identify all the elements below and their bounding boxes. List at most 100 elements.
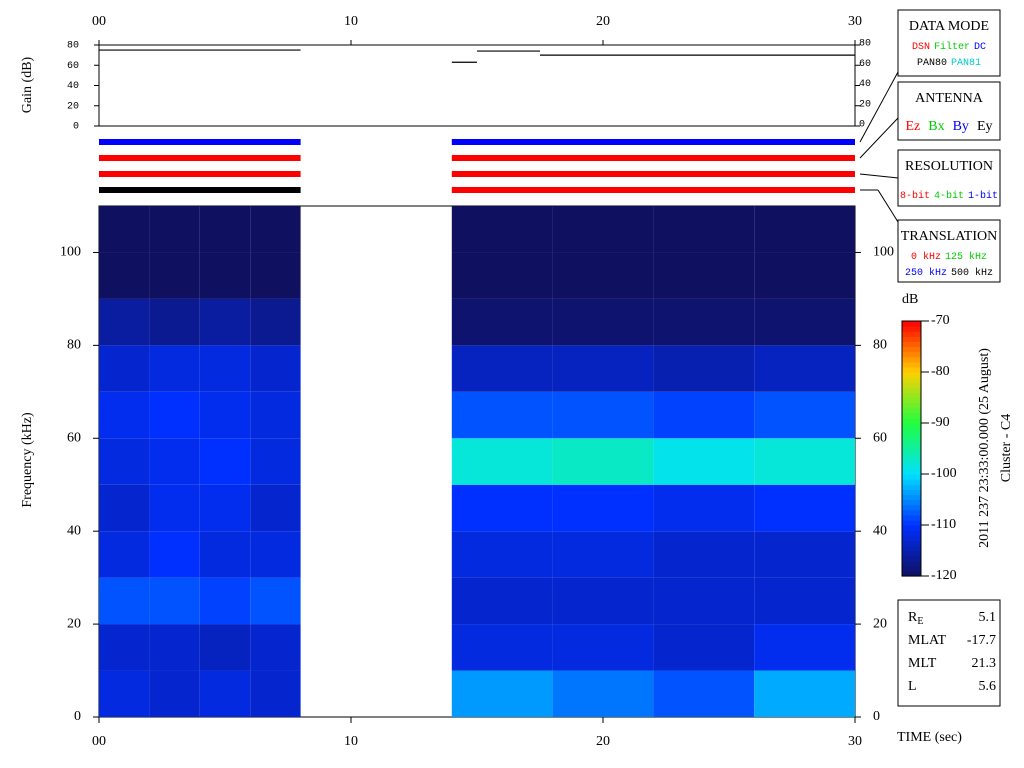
heatmap-cell [754, 484, 855, 532]
heatmap-cell [552, 670, 654, 717]
colorbar-swatch [902, 326, 921, 332]
x-tick-label: 10 [344, 734, 358, 749]
connector [859, 173, 899, 179]
info-label-text: L [908, 679, 917, 694]
colorbar-frame [901, 320, 922, 577]
colorbar-swatch [902, 499, 921, 506]
heatmap-cell [653, 252, 755, 299]
heatmap-cell [250, 531, 301, 578]
colorbar-swatch [902, 341, 921, 348]
heatmap-cell [199, 577, 251, 625]
y-tick-label: 0 [74, 709, 81, 724]
legend-entry: 8-bit [900, 190, 930, 202]
heatmap-cell [451, 577, 553, 625]
heatmap-cell [199, 391, 251, 439]
status-bar [99, 155, 301, 161]
heatmap-cell [552, 252, 654, 299]
heatmap-cell [149, 484, 200, 532]
heatmap-cell [754, 670, 855, 717]
heatmap-cell [149, 391, 200, 439]
colorbar-swatch [902, 555, 921, 562]
info-value: 21.3 [972, 656, 997, 671]
colorbar-swatch [902, 397, 921, 404]
y-tick-label: 80 [873, 338, 887, 353]
colorbar-swatch [902, 361, 921, 368]
info-box [897, 599, 1001, 707]
heatmap-cell [250, 298, 301, 346]
connector [859, 71, 899, 143]
legend-entry: 500 kHz [951, 267, 993, 279]
y-tick-label: 0 [859, 120, 865, 131]
legend-row: PAN80 PAN81 [917, 58, 981, 69]
timestamp: 2011 237 23:33:00.000 (25 August) [977, 348, 992, 548]
info-label: MLT [908, 656, 937, 671]
colorbar-swatch [902, 468, 921, 475]
colorbar-swatch [902, 479, 921, 485]
heatmap-cell [653, 438, 755, 485]
heatmap-cell [552, 484, 654, 532]
colorbar-swatch [902, 458, 921, 465]
colorbar-swatch [902, 346, 921, 353]
heatmap-cell [199, 624, 251, 671]
y-tick-label: 20 [67, 101, 79, 112]
colorbar-swatch [902, 570, 921, 577]
y-tick-label: 40 [873, 523, 887, 538]
colorbar-swatch [902, 463, 921, 470]
legend-title: TRANSLATION [901, 229, 997, 244]
heatmap-cell [754, 438, 855, 485]
legend-entry: 125 kHz [945, 251, 987, 263]
legend-row: Ez Bx By Ey [905, 119, 992, 134]
heatmap-cell [199, 345, 251, 392]
connector [859, 117, 899, 159]
heatmap-cell [552, 624, 654, 671]
heatmap-cell [250, 206, 301, 253]
info-value: -17.7 [967, 633, 996, 648]
heatmap-cell [149, 345, 200, 392]
colorbar-swatch [902, 489, 921, 495]
colorbar-swatch [902, 428, 921, 434]
colorbar-swatch [902, 514, 921, 521]
y-tick-label: 20 [859, 99, 871, 110]
y-tick-label: 40 [67, 523, 81, 538]
heatmap-cell [149, 298, 200, 346]
colorbar-swatch [902, 535, 921, 541]
heatmap-cell [149, 438, 200, 485]
legend-row: 0 kHz 125 kHz [911, 251, 987, 263]
gain-line [99, 49, 855, 63]
heatmap-cell [653, 670, 755, 717]
y-tick-label: 80 [859, 39, 871, 50]
y-axis-label: Frequency (kHz) [20, 412, 35, 508]
heatmap-cell [451, 252, 553, 299]
y-tick-label: 60 [859, 59, 871, 70]
heatmap-cell [250, 252, 301, 299]
colorbar-swatch [902, 321, 921, 327]
legend-entry: DSN [912, 42, 930, 53]
heatmap-cell [552, 391, 654, 439]
info-value: 5.1 [979, 610, 997, 625]
colorbar-swatch [902, 519, 921, 526]
heatmap-cell [754, 206, 855, 253]
colorbar-tick-label: -80 [931, 364, 950, 379]
colorbar-swatch [902, 423, 921, 429]
x-tick-label: 10 [344, 14, 358, 29]
heatmap-cell [250, 391, 301, 439]
heatmap-cell [99, 624, 150, 671]
colorbar-swatch [902, 372, 921, 378]
colorbar-swatch [902, 392, 921, 399]
heatmap-cell [451, 484, 553, 532]
status-bar [99, 171, 301, 177]
heatmap-cell [99, 345, 150, 392]
colorbar-tick-label: -110 [931, 517, 956, 532]
legend-title: RESOLUTION [905, 159, 993, 174]
heatmap-cell [250, 438, 301, 485]
colorbar-swatch [902, 545, 921, 552]
heatmap-cell [552, 438, 654, 485]
info-label: MLAT [908, 633, 947, 648]
status-bar [99, 139, 301, 145]
colorbar-tick-label: -90 [931, 415, 950, 430]
colorbar-swatch [902, 565, 921, 572]
y-tick-label: 100 [60, 245, 81, 260]
x-tick-label: 30 [848, 14, 862, 29]
info-label: RE [908, 610, 923, 627]
colorbar-swatch [902, 453, 921, 460]
